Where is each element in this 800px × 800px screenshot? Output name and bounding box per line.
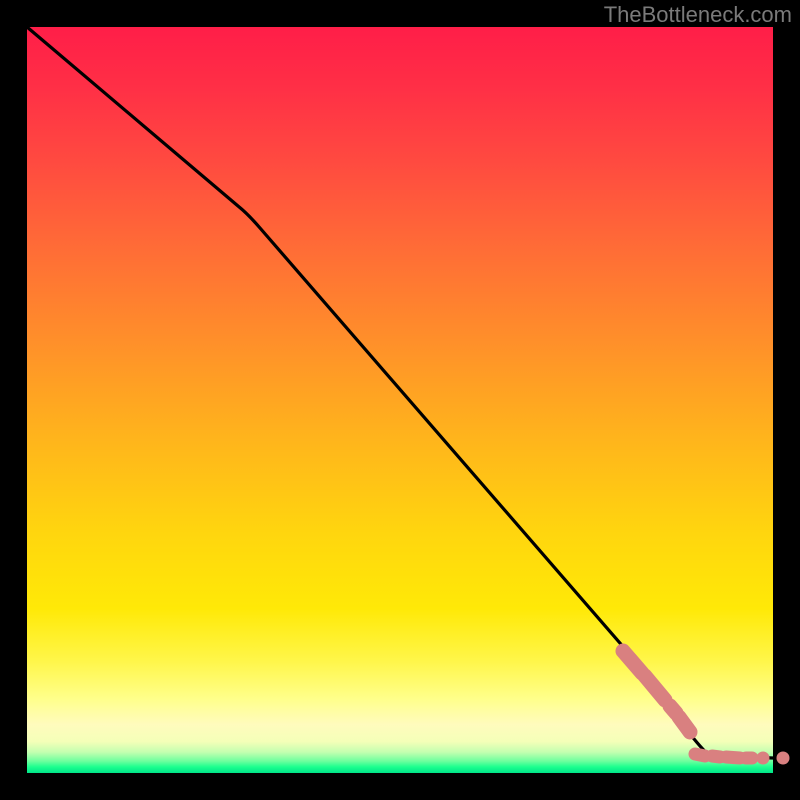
chart-container: TheBottleneck.com <box>0 0 800 800</box>
marker-capsule <box>679 717 690 732</box>
marker-capsule <box>726 757 740 758</box>
marker-dot <box>777 752 790 765</box>
plot-background <box>27 27 773 773</box>
marker-dot <box>757 752 770 765</box>
marker-capsule <box>712 756 720 757</box>
marker-capsule <box>695 754 705 756</box>
bottleneck-chart-svg <box>0 0 800 800</box>
watermark-text: TheBottleneck.com <box>604 2 792 28</box>
